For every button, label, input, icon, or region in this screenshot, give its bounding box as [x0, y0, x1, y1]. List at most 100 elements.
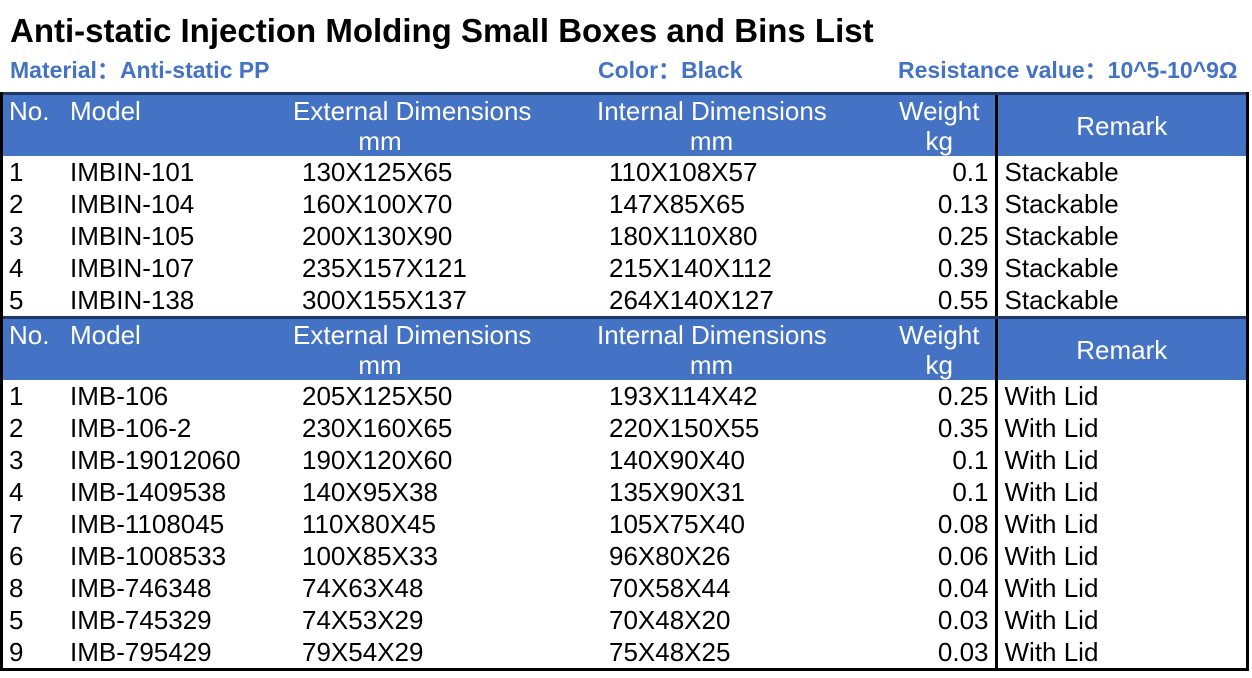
col-header-weight: Weight kg — [884, 95, 996, 156]
table-row: 1 IMBIN-101 130X125X65 110X108X57 0.1 St… — [3, 156, 1246, 188]
cell-no: 5 — [9, 285, 24, 315]
table-body: 1 IMBIN-101 130X125X65 110X108X57 0.1 St… — [3, 156, 1246, 316]
meta-item-color: Color：Black — [598, 56, 742, 84]
col-header-weight-unit: kg — [925, 126, 953, 156]
cell-model: IMBIN-107 — [70, 253, 195, 283]
cell-weight: 0.39 — [937, 253, 989, 283]
table-body: 1 IMB-106 205X125X50 193X114X42 0.25 Wit… — [3, 380, 1246, 668]
cell-no: 8 — [9, 573, 24, 603]
cell-remark: With Lid — [994, 508, 1246, 540]
cell-no: 9 — [9, 637, 24, 667]
meta-label-material: Material： — [10, 57, 120, 83]
table-row: 4 IMBIN-107 235X157X121 215X140X112 0.39… — [3, 252, 1246, 284]
col-header-external-unit: mm — [358, 126, 402, 156]
col-header-model: Model — [61, 319, 293, 380]
meta-value-resistance: 10^5-10^9Ω — [1107, 57, 1238, 83]
cell-weight: 0.1 — [952, 445, 989, 475]
cell-model: IMBIN-105 — [70, 221, 195, 251]
cell-remark: With Lid — [994, 380, 1246, 412]
cell-internal-dimensions: 110X108X57 — [609, 157, 758, 187]
cell-model: IMBIN-138 — [70, 285, 195, 315]
cell-model: IMB-1108045 — [70, 509, 225, 539]
table-block-stackable-bins: No. Model External Dimensions mm Internal… — [3, 92, 1246, 316]
col-header-no: No. — [3, 95, 61, 156]
table-row: 5 IMB-745329 74X53X29 70X48X20 0.03 With… — [3, 604, 1246, 636]
col-header-external-dimensions: External Dimensions mm — [293, 319, 597, 380]
table-row: 2 IMBIN-104 160X100X70 147X85X65 0.13 St… — [3, 188, 1246, 220]
col-header-no: No. — [3, 319, 61, 380]
col-header-weight: Weight kg — [884, 319, 996, 380]
cell-internal-dimensions: 215X140X112 — [609, 253, 772, 283]
cell-remark: With Lid — [994, 412, 1246, 444]
col-header-remark: Remark — [994, 95, 1246, 156]
cell-weight: 0.55 — [937, 285, 989, 315]
cell-external-dimensions: 200X130X90 — [302, 221, 453, 251]
meta-label-color: Color： — [598, 57, 682, 83]
cell-no: 7 — [9, 509, 24, 539]
cell-no: 1 — [9, 157, 24, 187]
cell-weight: 0.35 — [937, 413, 989, 443]
table-row: 2 IMB-106-2 230X160X65 220X150X55 0.35 W… — [3, 412, 1246, 444]
table-row: 3 IMB-19012060 190X120X60 140X90X40 0.1 … — [3, 444, 1246, 476]
table-row: 8 IMB-746348 74X63X48 70X58X44 0.04 With… — [3, 572, 1246, 604]
cell-external-dimensions: 74X53X29 — [302, 605, 424, 635]
cell-weight: 0.25 — [937, 381, 989, 411]
cell-external-dimensions: 100X85X33 — [302, 541, 438, 571]
product-tables: No. Model External Dimensions mm Internal… — [0, 92, 1249, 671]
cell-no: 3 — [9, 445, 24, 475]
cell-model: IMB-106-2 — [70, 413, 192, 443]
table-row: 6 IMB-1008533 100X85X33 96X80X26 0.06 Wi… — [3, 540, 1246, 572]
cell-no: 1 — [9, 381, 24, 411]
cell-model: IMB-795429 — [70, 637, 212, 667]
meta-row: Material：Anti-static PP Color：Black Resi… — [0, 56, 1252, 86]
cell-model: IMB-745329 — [70, 605, 212, 635]
cell-remark: Stackable — [994, 252, 1246, 284]
cell-internal-dimensions: 220X150X55 — [609, 413, 760, 443]
col-header-external-line1: External Dimensions — [293, 320, 532, 350]
cell-no: 3 — [9, 221, 24, 251]
cell-remark: Stackable — [994, 284, 1246, 316]
cell-internal-dimensions: 264X140X127 — [609, 285, 774, 315]
cell-external-dimensions: 160X100X70 — [302, 189, 453, 219]
cell-weight: 0.1 — [952, 157, 989, 187]
cell-weight: 0.1 — [952, 477, 989, 507]
cell-internal-dimensions: 140X90X40 — [609, 445, 745, 475]
col-header-weight-unit: kg — [925, 350, 953, 380]
table-row: 7 IMB-1108045 110X80X45 105X75X40 0.08 W… — [3, 508, 1246, 540]
table-header: No. Model External Dimensions mm Internal… — [3, 95, 1246, 156]
col-header-internal-line1: Internal Dimensions — [597, 96, 827, 126]
meta-value-color: Black — [681, 57, 743, 83]
cell-internal-dimensions: 147X85X65 — [609, 189, 745, 219]
page-title: Anti-static Injection Molding Small Boxe… — [10, 12, 874, 49]
cell-remark: Stackable — [994, 188, 1246, 220]
col-header-remark: Remark — [994, 319, 1246, 380]
cell-external-dimensions: 300X155X137 — [302, 285, 467, 315]
col-header-weight-line1: Weight — [899, 96, 980, 126]
table-block-lidded-boxes: No. Model External Dimensions mm Internal… — [3, 316, 1246, 668]
cell-weight: 0.03 — [937, 637, 989, 667]
cell-model: IMB-19012060 — [70, 445, 241, 475]
cell-remark: With Lid — [994, 572, 1246, 604]
cell-external-dimensions: 79X54X29 — [302, 637, 424, 667]
cell-remark: With Lid — [994, 636, 1246, 668]
cell-no: 6 — [9, 541, 24, 571]
col-header-external-line1: External Dimensions — [293, 96, 532, 126]
cell-external-dimensions: 74X63X48 — [302, 573, 424, 603]
cell-external-dimensions: 110X80X45 — [302, 509, 436, 539]
cell-model: IMB-746348 — [70, 573, 212, 603]
cell-internal-dimensions: 135X90X31 — [609, 477, 745, 507]
col-header-internal-dimensions: Internal Dimensions mm — [597, 319, 884, 380]
cell-internal-dimensions: 105X75X40 — [609, 509, 745, 539]
col-header-model: Model — [61, 95, 293, 156]
cell-no: 5 — [9, 605, 24, 635]
header-row: No. Model External Dimensions mm Internal… — [3, 319, 1246, 380]
cell-model: IMB-1008533 — [70, 541, 227, 571]
meta-value-material: Anti-static PP — [119, 57, 270, 83]
table-stackable-bins: No. Model External Dimensions mm Internal… — [3, 95, 1246, 316]
cell-no: 2 — [9, 413, 24, 443]
col-header-internal-unit: mm — [689, 126, 734, 156]
cell-no: 2 — [9, 189, 24, 219]
cell-model: IMBIN-101 — [70, 157, 195, 187]
table-row: 1 IMB-106 205X125X50 193X114X42 0.25 Wit… — [3, 380, 1246, 412]
col-header-internal-unit: mm — [689, 350, 734, 380]
